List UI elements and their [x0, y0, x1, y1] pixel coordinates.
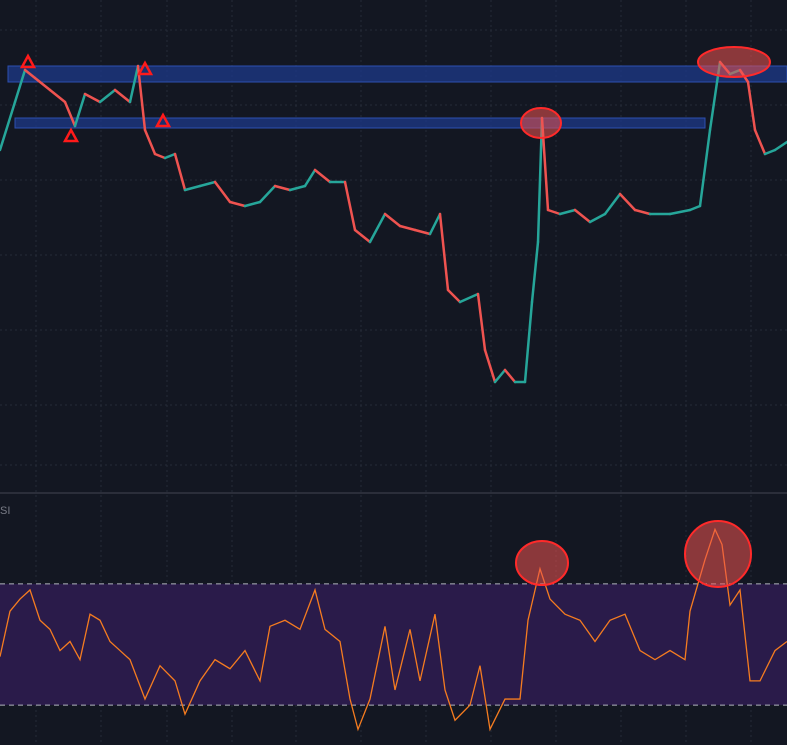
price-segment: [573, 208, 592, 224]
price-segment: [128, 64, 140, 104]
price-segment: [588, 212, 607, 224]
price-segment: [243, 200, 262, 208]
price-segment: [136, 64, 147, 132]
price-segment: [530, 240, 540, 304]
price-segment: [0, 100, 17, 152]
price-segment: [483, 348, 497, 384]
annotation: [697, 46, 771, 78]
price-segment: [353, 228, 372, 244]
price-segment: [258, 184, 277, 204]
price-segment: [446, 288, 462, 304]
price-segment: [83, 92, 102, 104]
price-segment: [493, 368, 507, 384]
price-segment: [546, 208, 562, 216]
annotation: [19, 53, 37, 69]
price-segment: [633, 208, 652, 216]
price-segment: [503, 368, 517, 384]
annotation: [62, 127, 80, 143]
indicator-label: SI: [0, 505, 10, 517]
price-segment: [228, 200, 247, 208]
price-segment: [383, 212, 402, 228]
price-segment: [763, 148, 777, 156]
annotation: [520, 107, 562, 139]
price-segment: [773, 140, 787, 152]
price-segment: [48, 88, 67, 104]
price-segment: [368, 212, 387, 244]
price-segment: [343, 180, 357, 232]
price-segment: [153, 152, 167, 160]
price-segment: [183, 184, 202, 192]
price-segment: [398, 224, 417, 232]
annotation: [136, 60, 154, 76]
price-segment: [198, 180, 217, 188]
annotation: [684, 520, 752, 588]
price-segment: [303, 168, 317, 188]
price-segment: [73, 92, 87, 128]
price-segment: [698, 128, 712, 208]
price-segment: [163, 152, 177, 160]
price-segment: [603, 192, 622, 216]
price-segment: [173, 152, 187, 192]
price-segment: [63, 100, 77, 128]
price-segment: [213, 180, 232, 204]
price-segment: [33, 76, 52, 92]
price-segment: [438, 212, 450, 292]
resistance-zone: [7, 65, 787, 83]
price-segment: [273, 184, 292, 192]
price-segment: [23, 68, 37, 80]
price-segment: [143, 128, 157, 156]
annotation: [154, 112, 172, 128]
price-segment: [476, 292, 487, 352]
price-segment: [113, 88, 132, 104]
price-segment: [523, 300, 534, 384]
resistance-zone: [14, 117, 706, 129]
price-segment: [558, 208, 577, 216]
annotations: [19, 46, 771, 588]
price-segment: [688, 204, 702, 212]
price-segment: [313, 168, 332, 184]
price-segment: [413, 228, 432, 236]
price-segment: [668, 208, 692, 216]
price-segment: [458, 292, 480, 304]
annotation: [515, 540, 569, 586]
price-segment: [753, 128, 767, 156]
price-segment: [98, 88, 117, 104]
price-segment: [746, 80, 757, 132]
rsi-line: [0, 527, 787, 732]
band-fill: [0, 583, 787, 706]
price-segment: [13, 68, 27, 104]
price-segment: [288, 184, 307, 192]
price-segment: [618, 192, 637, 212]
price-segment: [428, 212, 442, 236]
